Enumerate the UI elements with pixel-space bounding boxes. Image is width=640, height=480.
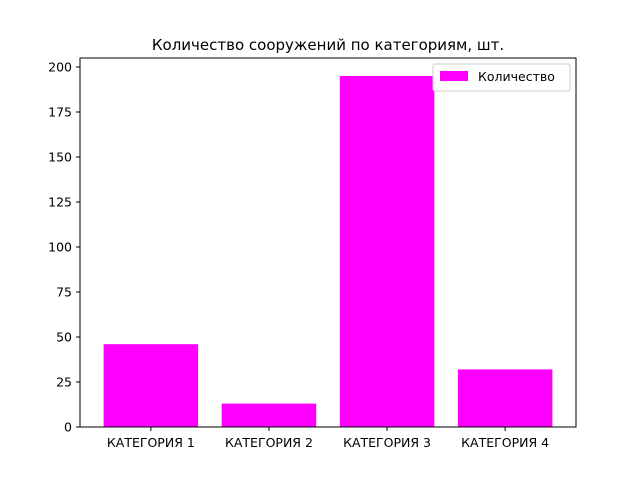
bar-3 [339, 76, 435, 427]
x-tick-label: КАТЕГОРИЯ 4 [461, 435, 549, 450]
bar-1 [103, 344, 199, 427]
bars-layer [103, 76, 553, 427]
bar-2 [221, 403, 317, 427]
y-axis: 0 25 50 75 100 125 150 175 200 [48, 60, 80, 435]
y-tick-label: 0 [64, 420, 72, 435]
chart-title: Количество сооружений по категориям, шт. [152, 36, 504, 54]
y-tick-label: 175 [48, 105, 72, 120]
y-tick-label: 125 [48, 195, 72, 210]
x-tick-label: КАТЕГОРИЯ 1 [107, 435, 195, 450]
y-tick-label: 200 [48, 60, 72, 75]
legend-swatch [440, 71, 468, 81]
y-tick-label: 100 [48, 240, 72, 255]
plot-frame [79, 57, 577, 428]
legend: Количество [432, 63, 571, 92]
x-axis: КАТЕГОРИЯ 1 КАТЕГОРИЯ 2 КАТЕГОРИЯ 3 КАТЕГОР… [107, 427, 549, 450]
legend-label: Количество [478, 69, 555, 84]
y-tick-label: 75 [56, 285, 72, 300]
y-tick-label: 50 [56, 330, 72, 345]
y-tick-label: 150 [48, 150, 72, 165]
bar-4 [457, 369, 553, 427]
x-tick-label: КАТЕГОРИЯ 2 [225, 435, 313, 450]
y-tick-label: 25 [56, 375, 72, 390]
x-tick-label: КАТЕГОРИЯ 3 [343, 435, 431, 450]
legend-box [432, 63, 571, 92]
